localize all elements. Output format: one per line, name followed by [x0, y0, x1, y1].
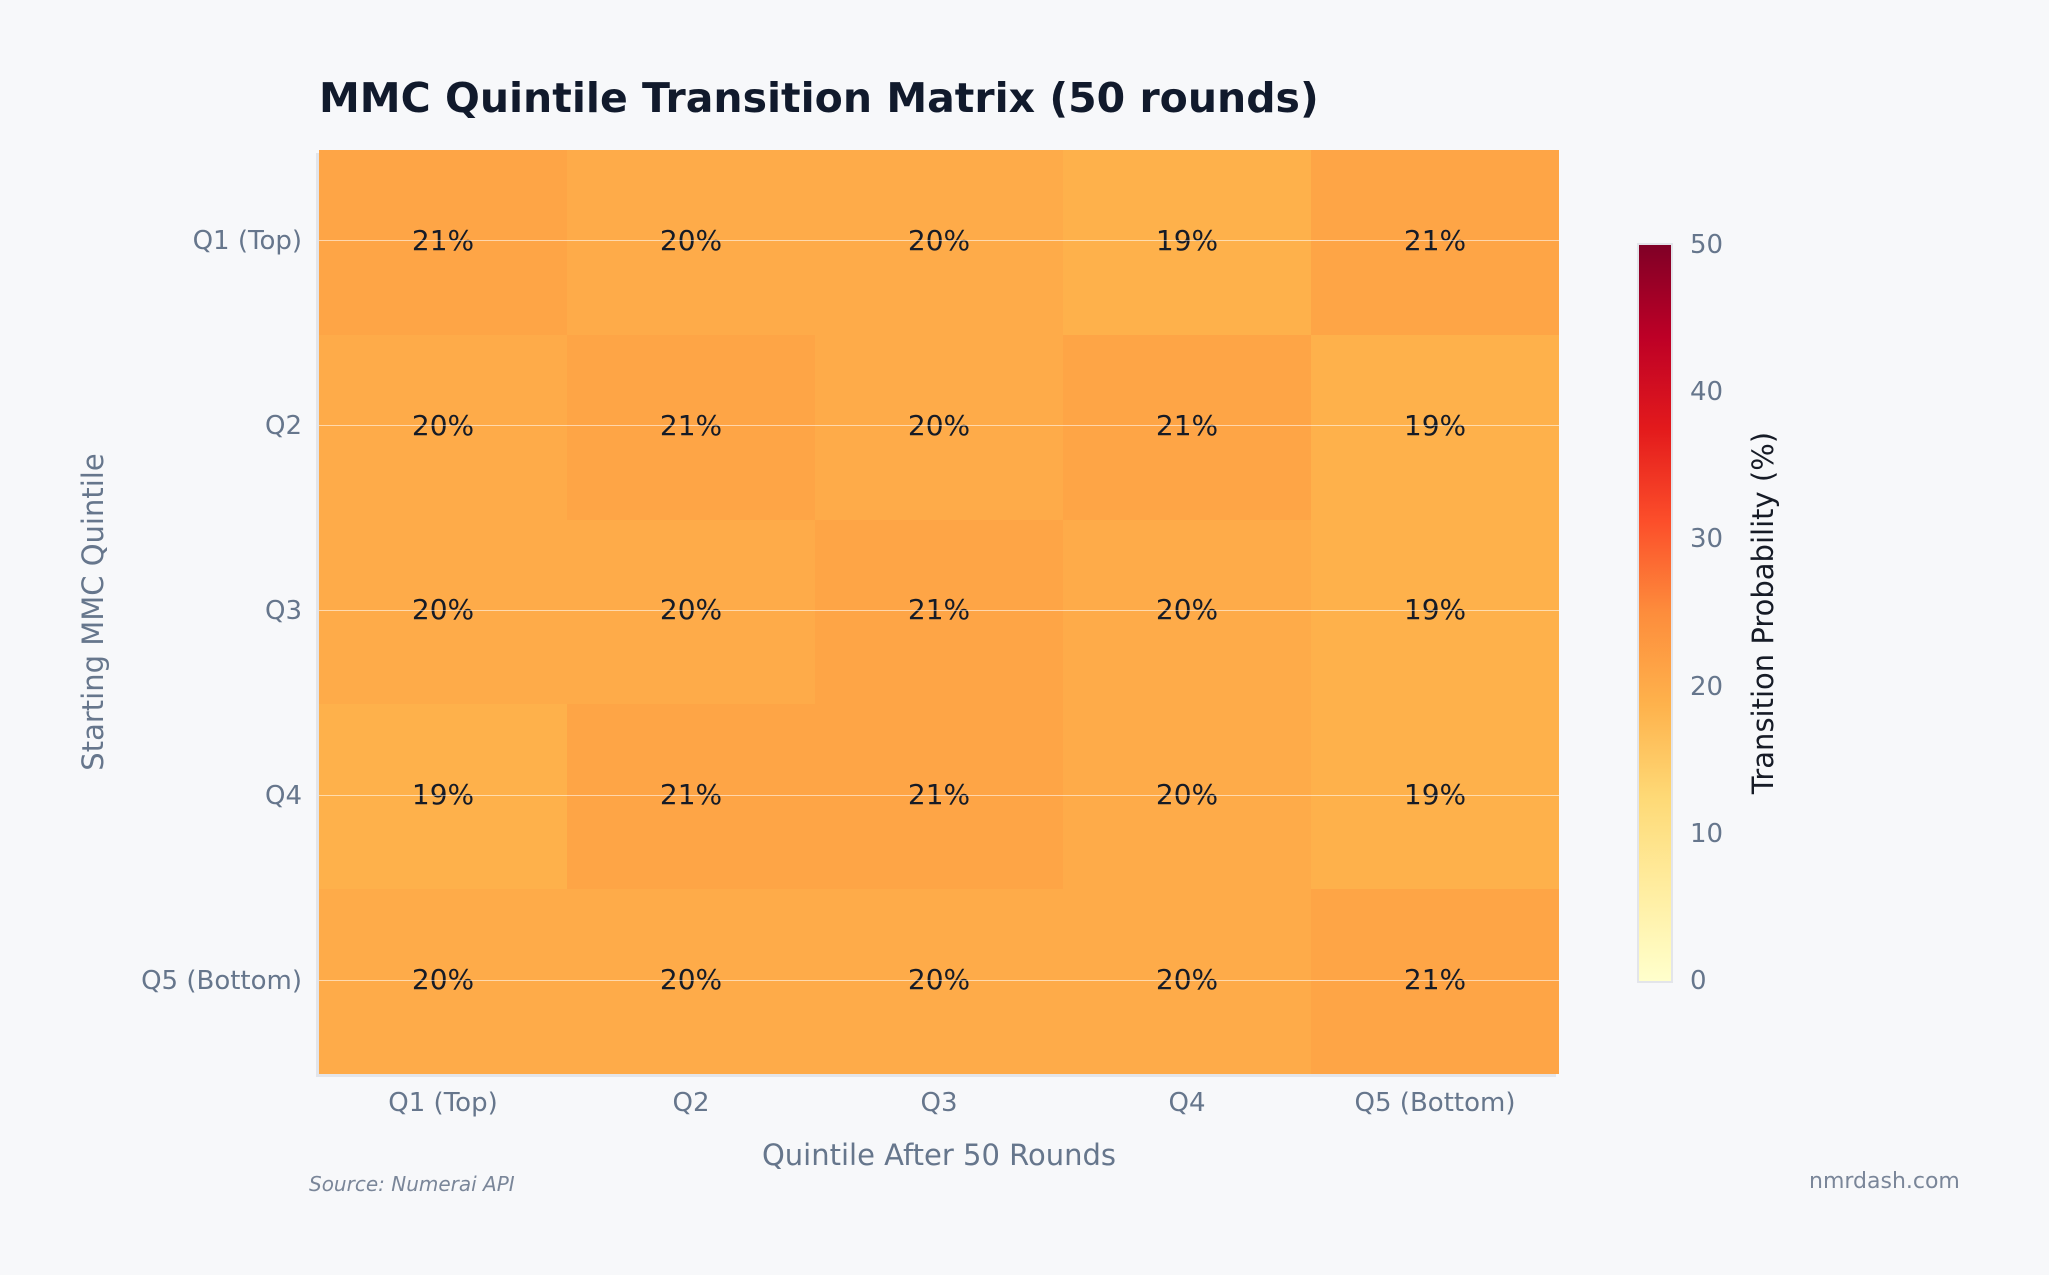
heatmap-cell: 21% [567, 704, 815, 890]
x-tick-label: Q4 [1168, 1088, 1206, 1118]
y-tick-label: Q4 [264, 780, 302, 811]
heatmap-cell: 19% [1063, 150, 1311, 335]
heatmap-cell: 21% [815, 704, 1063, 890]
gridline [319, 794, 1559, 796]
cell-label: 21% [1403, 963, 1467, 997]
heatmap: 21% 20% 20% 19% 21% 20% 21% 20% 21% 19% 20% 20% 21% 2… [319, 150, 1559, 1074]
cell-label: 19% [1403, 778, 1467, 812]
colorbar-tick-label: 30 [1690, 524, 1724, 555]
heatmap-cell: 20% [567, 889, 815, 1074]
cell-label: 20% [1155, 963, 1219, 997]
x-tick-label: Q1 (Top) [388, 1088, 498, 1118]
heatmap-cell: 20% [567, 150, 815, 335]
cell-label: 19% [1403, 593, 1467, 627]
heatmap-cell: 19% [319, 704, 567, 890]
heatmap-cell: 21% [815, 519, 1063, 705]
x-tick-label: Q3 [920, 1088, 958, 1118]
gridline [319, 425, 1559, 427]
y-tick-label: Q2 [264, 411, 302, 442]
heatmap-cell: 20% [1063, 519, 1311, 705]
cell-label: 21% [907, 593, 971, 627]
heatmap-cell: 21% [567, 334, 815, 520]
cell-label: 21% [907, 778, 971, 812]
cell-label: 19% [411, 778, 475, 812]
heatmap-cell: 20% [815, 334, 1063, 520]
heatmap-cell: 20% [1063, 704, 1311, 890]
heatmap-cell: 20% [319, 519, 567, 705]
heatmap-cell: 19% [1311, 334, 1559, 520]
colorbar-tick-label: 40 [1690, 377, 1724, 408]
cell-label: 20% [907, 963, 971, 997]
colorbar-tick-label: 50 [1690, 230, 1724, 260]
heatmap-cell: 19% [1311, 519, 1559, 705]
heatmap-cell: 20% [815, 889, 1063, 1074]
y-tick-label: Q3 [264, 596, 302, 626]
x-tick-label: Q5 (Bottom) [1354, 1088, 1516, 1118]
heatmap-cell: 21% [1311, 150, 1559, 335]
cell-label: 20% [411, 593, 475, 627]
colorbar [1637, 243, 1673, 983]
y-tick-label: Q1 (Top) [192, 226, 302, 257]
brand-watermark: nmrdash.com [1809, 1169, 1960, 1194]
heatmap-cell: 21% [319, 150, 567, 335]
cell-label: 21% [659, 778, 723, 812]
cell-label: 20% [659, 963, 723, 997]
heatmap-cell: 20% [815, 150, 1063, 335]
colorbar-tick-label: 10 [1690, 818, 1724, 849]
gridline [319, 610, 1559, 611]
cell-label: 20% [1155, 778, 1219, 812]
heatmap-cell: 21% [1311, 889, 1559, 1074]
gridline [319, 979, 1559, 981]
cell-label: 20% [659, 593, 723, 627]
chart-title: MMC Quintile Transition Matrix (50 round… [319, 74, 1319, 122]
source-note: Source: Numerai API [309, 1172, 515, 1196]
colorbar-label: Transition Probability (%) [1746, 431, 1780, 795]
heatmap-cell: 21% [1063, 334, 1311, 520]
heatmap-cell: 19% [1311, 704, 1559, 890]
heatmap-cell: 20% [567, 519, 815, 705]
gridline [319, 240, 1559, 242]
colorbar-tick-label: 20 [1690, 671, 1724, 702]
colorbar-tick-label: 0 [1690, 966, 1707, 996]
y-tick-label: Q5 (Bottom) [141, 965, 302, 996]
cell-label: 20% [411, 963, 475, 997]
heatmap-cell: 20% [319, 334, 567, 520]
heatmap-cell: 20% [1063, 889, 1311, 1074]
y-axis-label: Starting MMC Quintile [76, 453, 110, 771]
x-tick-label: Q2 [672, 1088, 710, 1118]
cell-label: 20% [1155, 593, 1219, 627]
x-axis-label: Quintile After 50 Rounds [761, 1138, 1117, 1172]
heatmap-cell: 20% [319, 889, 567, 1074]
